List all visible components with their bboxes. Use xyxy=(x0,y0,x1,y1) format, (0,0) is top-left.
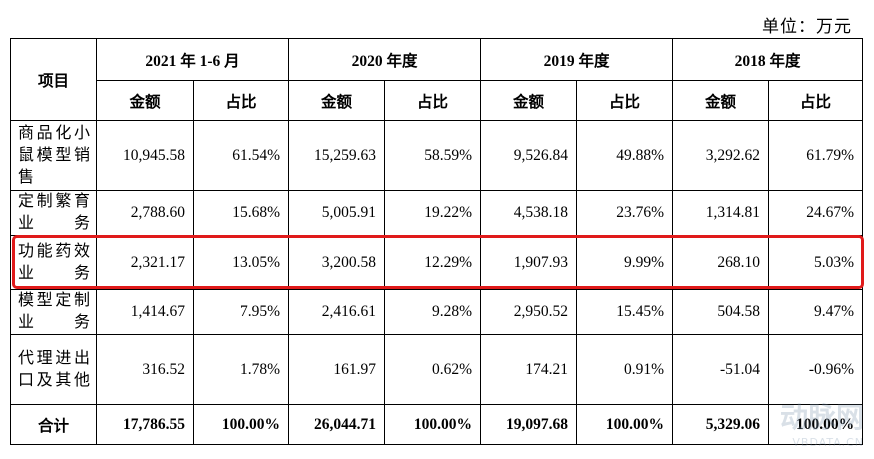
total-cell: 100.00% xyxy=(192,404,290,445)
amount-cell: 1,314.81 xyxy=(672,190,770,236)
total-cell: 26,044.71 xyxy=(288,404,386,445)
total-cell: 5,329.06 xyxy=(672,404,770,445)
amount-cell: 2,950.52 xyxy=(480,289,578,335)
total-label: 合计 xyxy=(10,404,97,445)
ratio-cell: 49.88% xyxy=(576,120,674,191)
header-ratio: 占比 xyxy=(768,80,864,121)
header-row-metrics: 金额 占比 金额 占比 金额 占比 金额 占比 xyxy=(11,80,864,121)
table-row: 定制繁育业务 2,788.60 15.68% 5,005.91 19.22% 4,538.… xyxy=(10,190,864,236)
total-cell: 19,097.68 xyxy=(480,404,578,445)
ratio-cell: 13.05% xyxy=(192,235,290,290)
amount-cell: 174.21 xyxy=(480,334,578,405)
header-ratio: 占比 xyxy=(192,80,290,121)
row-label: 模型定制业务 xyxy=(10,289,97,335)
ratio-cell: 0.62% xyxy=(384,334,482,405)
header-period: 2020 年度 xyxy=(288,38,482,81)
row-label: 功能药效业务 xyxy=(10,235,97,290)
ratio-cell: 61.79% xyxy=(768,120,864,191)
header-amount: 金额 xyxy=(480,80,578,121)
amount-cell: 4,538.18 xyxy=(480,190,578,236)
ratio-cell: 9.47% xyxy=(768,289,864,335)
header-ratio: 占比 xyxy=(384,80,482,121)
amount-cell: 2,416.61 xyxy=(288,289,386,335)
row-label: 商品化小鼠模型销售 xyxy=(10,120,97,191)
table-row: 模型定制业务 1,414.67 7.95% 2,416.61 9.28% 2,950.52… xyxy=(10,289,864,335)
ratio-cell: -0.96% xyxy=(768,334,864,405)
unit-label: 单位：万元 xyxy=(762,17,852,36)
total-cell: 100.00% xyxy=(384,404,482,445)
amount-cell: 2,321.17 xyxy=(96,235,194,290)
header-period: 2021 年 1-6 月 xyxy=(95,38,290,81)
amount-cell: 9,526.84 xyxy=(480,120,578,191)
header-amount: 金额 xyxy=(672,80,770,121)
ratio-cell: 58.59% xyxy=(384,120,482,191)
revenue-table: 项目 2021 年 1-6 月 2020 年度 2019 年度 2018 年度 … xyxy=(10,38,864,445)
row-label: 定制繁育业务 xyxy=(10,190,97,236)
header-period: 2018 年度 xyxy=(672,38,864,81)
ratio-cell: 19.22% xyxy=(384,190,482,236)
ratio-cell: 15.45% xyxy=(576,289,674,335)
total-cell: 17,786.55 xyxy=(96,404,194,445)
amount-cell: 504.58 xyxy=(672,289,770,335)
ratio-cell: 9.28% xyxy=(384,289,482,335)
ratio-cell: 1.78% xyxy=(192,334,290,405)
ratio-cell: 9.99% xyxy=(576,235,674,290)
ratio-cell: 5.03% xyxy=(768,235,864,290)
header-row-periods: 项目 2021 年 1-6 月 2020 年度 2019 年度 2018 年度 xyxy=(10,38,864,121)
header-amount: 金额 xyxy=(288,80,386,121)
row-label: 代理进出口及其他 xyxy=(10,334,97,405)
total-cell: 100.00% xyxy=(576,404,674,445)
watermark-text: 动脉网 xyxy=(779,401,864,434)
amount-cell: 5,005.91 xyxy=(288,190,386,236)
header-amount: 金额 xyxy=(96,80,194,121)
amount-cell: 268.10 xyxy=(672,235,770,290)
amount-cell: 3,292.62 xyxy=(672,120,770,191)
amount-cell: 316.52 xyxy=(96,334,194,405)
amount-cell: -51.04 xyxy=(672,334,770,405)
header-item: 项目 xyxy=(10,38,97,121)
ratio-cell: 61.54% xyxy=(192,120,290,191)
table-row: 代理进出口及其他 316.52 1.78% 161.97 0.62% 174.21 0.91… xyxy=(10,334,864,405)
ratio-cell: 23.76% xyxy=(576,190,674,236)
header-ratio: 占比 xyxy=(576,80,674,121)
watermark-subtext: VBDATA.CN xyxy=(792,436,864,449)
amount-cell: 2,788.60 xyxy=(96,190,194,236)
ratio-cell: 12.29% xyxy=(384,235,482,290)
amount-cell: 3,200.58 xyxy=(288,235,386,290)
total-cell: 100.00% xyxy=(768,404,864,445)
amount-cell: 10,945.58 xyxy=(96,120,194,191)
amount-cell: 1,907.93 xyxy=(480,235,578,290)
header-period: 2019 年度 xyxy=(480,38,674,81)
amount-cell: 15,259.63 xyxy=(288,120,386,191)
table-row: 功能药效业务 2,321.17 13.05% 3,200.58 12.29% 1,907.… xyxy=(10,235,864,290)
table-row: 商品化小鼠模型销售 10,945.58 61.54% 15,259.63 58.59% 9… xyxy=(10,120,864,191)
total-row: 合计 17,786.55 100.00% 26,044.71 100.00% 1… xyxy=(10,404,864,445)
ratio-cell: 15.68% xyxy=(192,190,290,236)
ratio-cell: 24.67% xyxy=(768,190,864,236)
watermark: 动脉网 VBDATA.CN xyxy=(780,396,864,449)
ratio-cell: 0.91% xyxy=(576,334,674,405)
amount-cell: 1,414.67 xyxy=(96,289,194,335)
amount-cell: 161.97 xyxy=(288,334,386,405)
ratio-cell: 7.95% xyxy=(192,289,290,335)
